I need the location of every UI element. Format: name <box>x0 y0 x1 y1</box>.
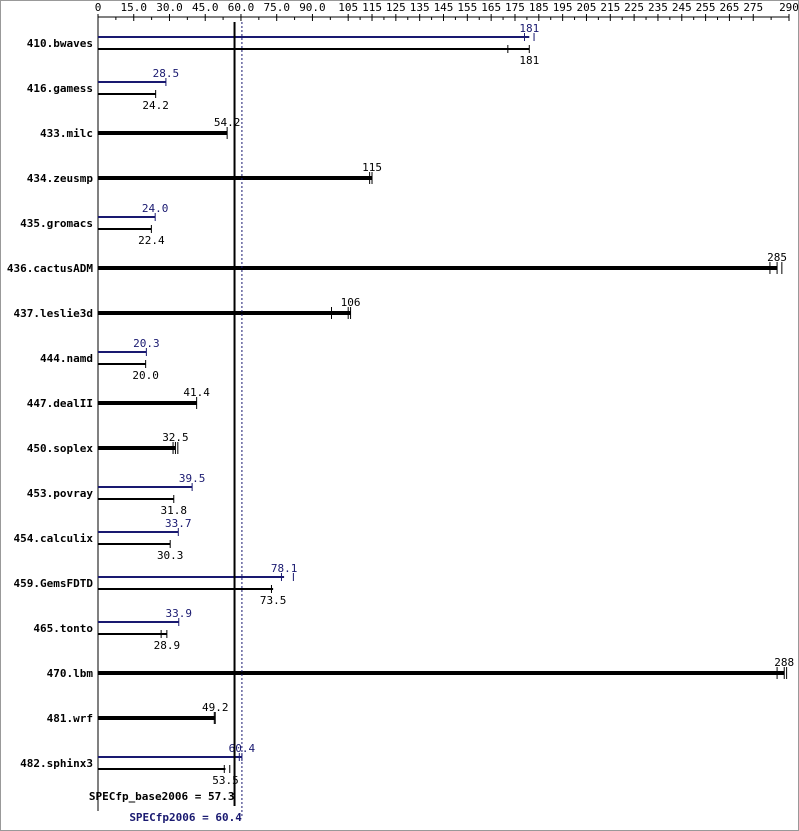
benchmark-label: 450.soplex <box>27 442 94 455</box>
x-tick-label: 155 <box>457 1 477 14</box>
benchmark-label: 433.milc <box>40 127 93 140</box>
x-tick-label: 135 <box>410 1 430 14</box>
benchmark-label: 434.zeusmp <box>27 172 94 185</box>
peak-value-label: 24.0 <box>142 202 169 215</box>
x-tick-label: 255 <box>696 1 716 14</box>
peak-value-label: 78.1 <box>271 562 298 575</box>
base-value-label: 22.4 <box>138 234 165 247</box>
base-value-label: 32.5 <box>162 431 189 444</box>
benchmark-row: 470.lbm 288 <box>47 656 795 680</box>
base-value-label: 285 <box>767 251 787 264</box>
benchmark-row: 459.GemsFDTD 78.1 73.5 <box>14 562 298 607</box>
x-tick-label: 175 <box>505 1 525 14</box>
x-tick-label: 265 <box>719 1 739 14</box>
peak-value-label: 33.9 <box>166 607 193 620</box>
x-tick-label: 30.0 <box>156 1 183 14</box>
benchmark-row: 453.povray 39.5 31.8 <box>27 472 206 517</box>
x-tick-label: 105 <box>338 1 358 14</box>
x-tick-label: 145 <box>434 1 454 14</box>
peak-value-label: 28.5 <box>153 67 180 80</box>
benchmark-label: 453.povray <box>27 487 94 500</box>
base-value-label: 54.2 <box>214 116 241 129</box>
benchmark-label: 447.dealII <box>27 397 93 410</box>
peak-value-label: 20.3 <box>133 337 160 350</box>
benchmark-label: 410.bwaves <box>27 37 93 50</box>
x-tick-label: 290 <box>779 1 799 14</box>
benchmark-label: 416.gamess <box>27 82 93 95</box>
benchmark-row: 454.calculix 33.7 30.3 <box>14 517 192 562</box>
x-tick-label: 165 <box>481 1 501 14</box>
benchmark-label: 482.sphinx3 <box>20 757 93 770</box>
base-value-label: 49.2 <box>202 701 229 714</box>
base-value-label: 20.0 <box>132 369 159 382</box>
x-tick-label: 185 <box>529 1 549 14</box>
benchmark-label: 436.cactusADM <box>7 262 93 275</box>
x-tick-label: 15.0 <box>120 1 147 14</box>
benchmark-label: 459.GemsFDTD <box>14 577 94 590</box>
x-tick-label: 60.0 <box>228 1 255 14</box>
benchmark-row: 416.gamess 28.5 24.2 <box>27 67 179 112</box>
benchmark-row: 450.soplex 32.5 <box>27 431 189 455</box>
base-value-label: 115 <box>362 161 382 174</box>
base-value-label: 41.4 <box>183 386 210 399</box>
x-tick-label: 115 <box>362 1 382 14</box>
summary-lines: SPECfp_base2006 = 57.3 SPECfp2006 = 60.4 <box>89 22 243 824</box>
benchmark-label: 454.calculix <box>14 532 94 545</box>
benchmark-row: 410.bwaves 181 181 <box>27 22 539 67</box>
x-tick-label: 245 <box>672 1 692 14</box>
x-tick-label: 75.0 <box>263 1 290 14</box>
base-value-label: 28.9 <box>154 639 181 652</box>
x-tick-label: 0 <box>95 1 102 14</box>
base-value-label: 30.3 <box>157 549 184 562</box>
benchmark-label: 481.wrf <box>47 712 93 725</box>
base-summary-label: SPECfp_base2006 = 57.3 <box>89 790 235 803</box>
benchmark-row: 435.gromacs 24.0 22.4 <box>20 202 168 247</box>
benchmark-label: 437.leslie3d <box>14 307 93 320</box>
x-tick-label: 275 <box>743 1 763 14</box>
x-tick-label: 225 <box>624 1 644 14</box>
benchmark-row: 444.namd 20.3 20.0 <box>40 337 160 382</box>
peak-value-label: 39.5 <box>179 472 206 485</box>
x-tick-label: 90.0 <box>299 1 326 14</box>
x-tick-label: 45.0 <box>192 1 219 14</box>
peak-value-label: 181 <box>519 22 539 35</box>
x-tick-label: 125 <box>386 1 406 14</box>
base-value-label: 24.2 <box>142 99 169 112</box>
benchmark-row: 447.dealII 41.4 <box>27 386 210 410</box>
base-value-label: 106 <box>341 296 361 309</box>
base-value-label: 73.5 <box>260 594 287 607</box>
base-value-label: 181 <box>519 54 539 67</box>
peak-value-label: 33.7 <box>165 517 192 530</box>
peak-summary-label: SPECfp2006 = 60.4 <box>129 811 242 824</box>
benchmark-row: 436.cactusADM 285 <box>7 251 787 275</box>
base-value-label: 288 <box>774 656 794 669</box>
benchmark-row: 437.leslie3d 106 <box>14 296 361 320</box>
benchmark-label: 435.gromacs <box>20 217 93 230</box>
x-tick-label: 215 <box>600 1 620 14</box>
benchmark-row: 465.tonto 33.9 28.9 <box>33 607 192 652</box>
x-tick-label: 205 <box>577 1 597 14</box>
base-value-label: 53.5 <box>212 774 239 787</box>
benchmark-row: 481.wrf 49.2 <box>47 701 229 725</box>
benchmark-label: 444.namd <box>40 352 93 365</box>
x-tick-label: 235 <box>648 1 668 14</box>
benchmark-label: 465.tonto <box>33 622 93 635</box>
x-tick-label: 195 <box>553 1 573 14</box>
x-axis: 0 15.0 30.0 45.0 60.0 75.0 90.0 105 115 125 135 145… <box>95 1 799 811</box>
benchmark-label: 470.lbm <box>47 667 94 680</box>
base-value-label: 31.8 <box>161 504 188 517</box>
